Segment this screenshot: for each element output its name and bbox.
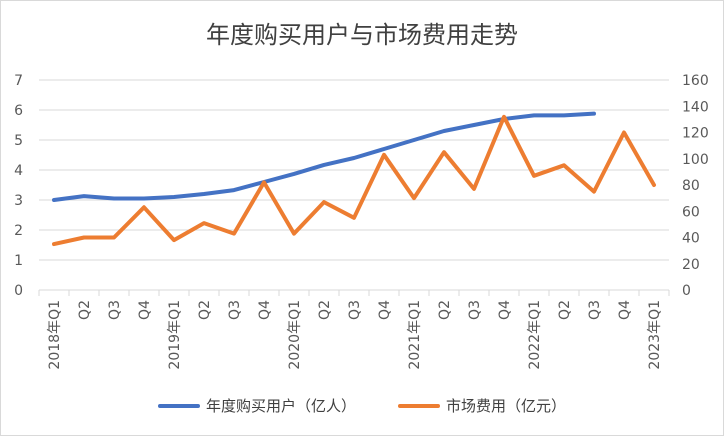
legend-item-users: 年度购买用户（亿人） [157,395,356,416]
x-tick-label: Q4 [497,300,513,320]
legend-swatch-users [157,403,200,408]
chart-title: 年度购买用户与市场费用走势 [206,21,518,49]
x-tick-label: Q2 [557,300,573,320]
y-right-tick-label: 40 [682,231,700,247]
x-tick-label: Q2 [437,300,453,320]
x-tick-label: 2019年Q1 [167,300,183,370]
x-tick-label: Q4 [377,300,393,320]
x-tick-label: Q4 [617,300,633,320]
legend-label-users: 年度购买用户（亿人） [205,397,356,415]
x-tick-label: 2018年Q1 [47,300,63,370]
x-tick-label: 2023年Q1 [647,300,663,370]
y-left-tick-label: 1 [14,253,23,269]
legend-swatch-marketing [398,403,440,408]
legend-label-marketing: 市场费用（亿元） [446,397,567,415]
y-left-tick-label: 4 [14,163,23,179]
x-tick-label: Q3 [347,300,363,320]
x-tick-label: Q3 [467,300,483,320]
legend-item-marketing: 市场费用（亿元） [398,395,566,416]
y-right-tick-label: 0 [682,283,691,299]
y-right-tick-label: 160 [682,73,709,89]
x-tick-label: Q2 [77,300,93,320]
x-tick-label: Q3 [227,300,243,320]
x-tick-label: Q4 [257,300,273,320]
y-left-tick-label: 5 [14,133,23,149]
series-line-users [52,111,596,202]
y-right-tick-label: 120 [682,126,709,142]
y-right-tick-label: 80 [682,178,700,194]
y-left-tick-label: 3 [14,193,23,209]
x-tick-label: Q4 [137,300,153,320]
x-tick-label: Q2 [317,300,333,320]
x-tick-label: 2020年Q1 [287,300,303,370]
chart-legend: 年度购买用户（亿人） 市场费用（亿元） [1,395,723,416]
x-tick-label: Q3 [587,300,603,320]
y-right-tick-label: 60 [682,204,700,220]
y-right-tick-label: 140 [682,99,709,115]
x-tick-label: Q2 [197,300,213,320]
y-right-tick-label: 100 [682,152,709,168]
x-tick-label: Q3 [107,300,123,320]
y-left-tick-label: 7 [14,73,23,89]
series-line-marketing [52,114,656,247]
y-left-tick-label: 6 [14,103,23,119]
y-right-tick-label: 20 [682,257,700,273]
y-left-tick-label: 2 [14,223,23,239]
x-tick-label: 2022年Q1 [527,300,543,370]
y-left-tick-label: 0 [14,283,23,299]
x-tick-label: 2021年Q1 [407,300,423,370]
